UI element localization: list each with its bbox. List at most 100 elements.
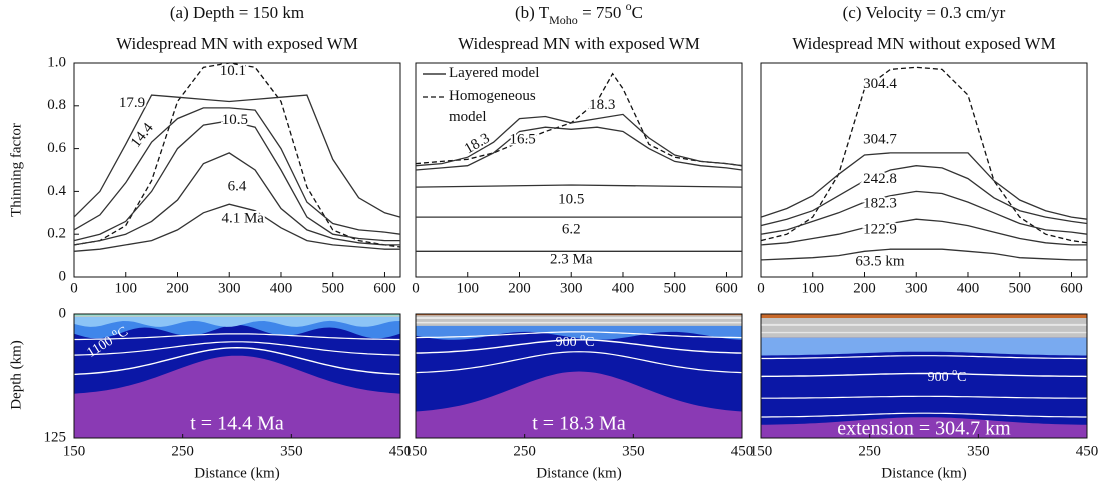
isotherm-label: 900 oC bbox=[556, 332, 595, 350]
x-tick-label: 100 bbox=[456, 280, 479, 296]
x-tick-label: 450 bbox=[731, 443, 754, 459]
rock-layer bbox=[761, 337, 1087, 356]
rock-layer bbox=[761, 323, 1087, 326]
isotherm-label: 900 oC bbox=[928, 367, 967, 385]
x-tick-label: 300 bbox=[905, 280, 928, 296]
plot-frame bbox=[760, 62, 1088, 278]
text-part: o bbox=[109, 326, 119, 338]
x-tick-label: 500 bbox=[321, 280, 344, 296]
x-tick-label: 150 bbox=[750, 443, 773, 459]
panel-title: (c) Velocity = 0.3 cm/yr bbox=[843, 3, 1006, 22]
curve bbox=[760, 190, 1088, 235]
curve bbox=[73, 107, 401, 235]
text-part: = 750 bbox=[578, 3, 626, 22]
rock-layer bbox=[416, 317, 742, 319]
section-annotation: t = 14.4 Ma bbox=[190, 413, 284, 435]
curve-label: 6.4 bbox=[228, 179, 247, 195]
curve-label: 17.9 bbox=[119, 95, 145, 111]
text-part: o bbox=[952, 367, 957, 378]
x-tick-label: 150 bbox=[405, 443, 428, 459]
rock-layer bbox=[416, 321, 742, 324]
y-axis-label: Depth (km) bbox=[8, 340, 24, 410]
curve bbox=[73, 203, 400, 252]
curve-label: 10.5 bbox=[222, 112, 248, 128]
isotherm bbox=[74, 346, 400, 376]
section-annotation: extension = 304.7 km bbox=[837, 418, 1011, 440]
isotherm bbox=[74, 341, 400, 356]
legend-entry: Layered model bbox=[449, 65, 540, 81]
rock-layer bbox=[761, 331, 1087, 334]
x-tick-label: 600 bbox=[373, 280, 396, 296]
isotherm bbox=[74, 333, 400, 341]
curve-label: 242.8 bbox=[863, 171, 897, 187]
x-tick-label: 200 bbox=[508, 280, 531, 296]
curve bbox=[760, 152, 1088, 220]
x-tick-label: 500 bbox=[663, 280, 686, 296]
plot-frame bbox=[73, 313, 401, 439]
cross-section bbox=[416, 314, 742, 438]
isotherm bbox=[761, 412, 1087, 418]
x-tick-label: 600 bbox=[1060, 280, 1083, 296]
text-part: 900 bbox=[556, 335, 581, 350]
panel-subtitle: Widespread MN with exposed WM bbox=[458, 34, 700, 53]
x-tick-label: 400 bbox=[270, 280, 293, 296]
curve-label: 304.7 bbox=[863, 131, 897, 147]
curve-label: 16.5 bbox=[509, 131, 535, 147]
x-tick-label: 400 bbox=[957, 280, 980, 296]
curve-label: 6.2 bbox=[562, 221, 581, 237]
curve bbox=[73, 120, 400, 242]
curve bbox=[760, 248, 1087, 261]
rock-layer bbox=[74, 355, 400, 438]
x-tick-label: 300 bbox=[218, 280, 241, 296]
isotherm bbox=[761, 372, 1087, 378]
rock-layer bbox=[761, 314, 1087, 318]
legend-label: Layered model bbox=[449, 65, 540, 81]
isotherm bbox=[416, 331, 742, 339]
x-tick-label: 450 bbox=[389, 443, 412, 459]
x-tick-label: 200 bbox=[853, 280, 876, 296]
curve-label: 18.3 bbox=[589, 97, 615, 113]
legend-label: Homogeneous model bbox=[449, 88, 536, 125]
panel-subtitle: Widespread MN with exposed WM bbox=[116, 34, 358, 53]
x-tick-label: 0 bbox=[757, 280, 765, 296]
curve-label: 14.4 bbox=[128, 120, 157, 151]
rock-layer bbox=[761, 417, 1087, 438]
curve-label: 18.3 bbox=[462, 130, 493, 157]
y-tick-label: 1.0 bbox=[47, 54, 66, 70]
y-tick-label: 0 bbox=[59, 268, 67, 284]
curve bbox=[415, 113, 743, 167]
curve bbox=[415, 126, 743, 171]
curve-label: 304.4 bbox=[863, 76, 897, 92]
x-tick-label: 600 bbox=[715, 280, 738, 296]
x-tick-label: 150 bbox=[63, 443, 86, 459]
x-tick-label: 500 bbox=[1008, 280, 1031, 296]
x-tick-label: 250 bbox=[171, 443, 194, 459]
rock-layer bbox=[416, 314, 742, 326]
x-tick-label: 200 bbox=[166, 280, 189, 296]
y-axis-label: Thinning factor bbox=[8, 123, 24, 217]
curve bbox=[760, 165, 1088, 227]
x-axis-label: Distance (km) bbox=[536, 465, 621, 481]
curve-label: 4.1 Ma bbox=[221, 211, 264, 227]
isotherm bbox=[761, 395, 1087, 399]
text-part: Moho bbox=[549, 13, 578, 27]
x-axis-label: Distance (km) bbox=[194, 465, 279, 481]
curve-label: 10.1 bbox=[220, 63, 246, 79]
section-annotation: t = 18.3 Ma bbox=[532, 413, 626, 435]
x-tick-label: 450 bbox=[1076, 443, 1098, 459]
curve bbox=[415, 184, 743, 188]
rock-layer bbox=[74, 317, 400, 327]
text-part: o bbox=[580, 332, 585, 343]
plot-frame bbox=[73, 62, 401, 278]
x-tick-label: 100 bbox=[801, 280, 824, 296]
curve-label: 122.9 bbox=[863, 221, 897, 237]
x-tick-label: 250 bbox=[858, 443, 881, 459]
curve-label: 63.5 km bbox=[855, 253, 905, 269]
curve bbox=[73, 152, 400, 246]
x-tick-label: 350 bbox=[967, 443, 990, 459]
panel-title: (b) TMoho = 750 oC bbox=[515, 0, 643, 27]
x-tick-label: 250 bbox=[513, 443, 536, 459]
x-tick-label: 400 bbox=[612, 280, 635, 296]
text-part: C bbox=[632, 3, 643, 22]
